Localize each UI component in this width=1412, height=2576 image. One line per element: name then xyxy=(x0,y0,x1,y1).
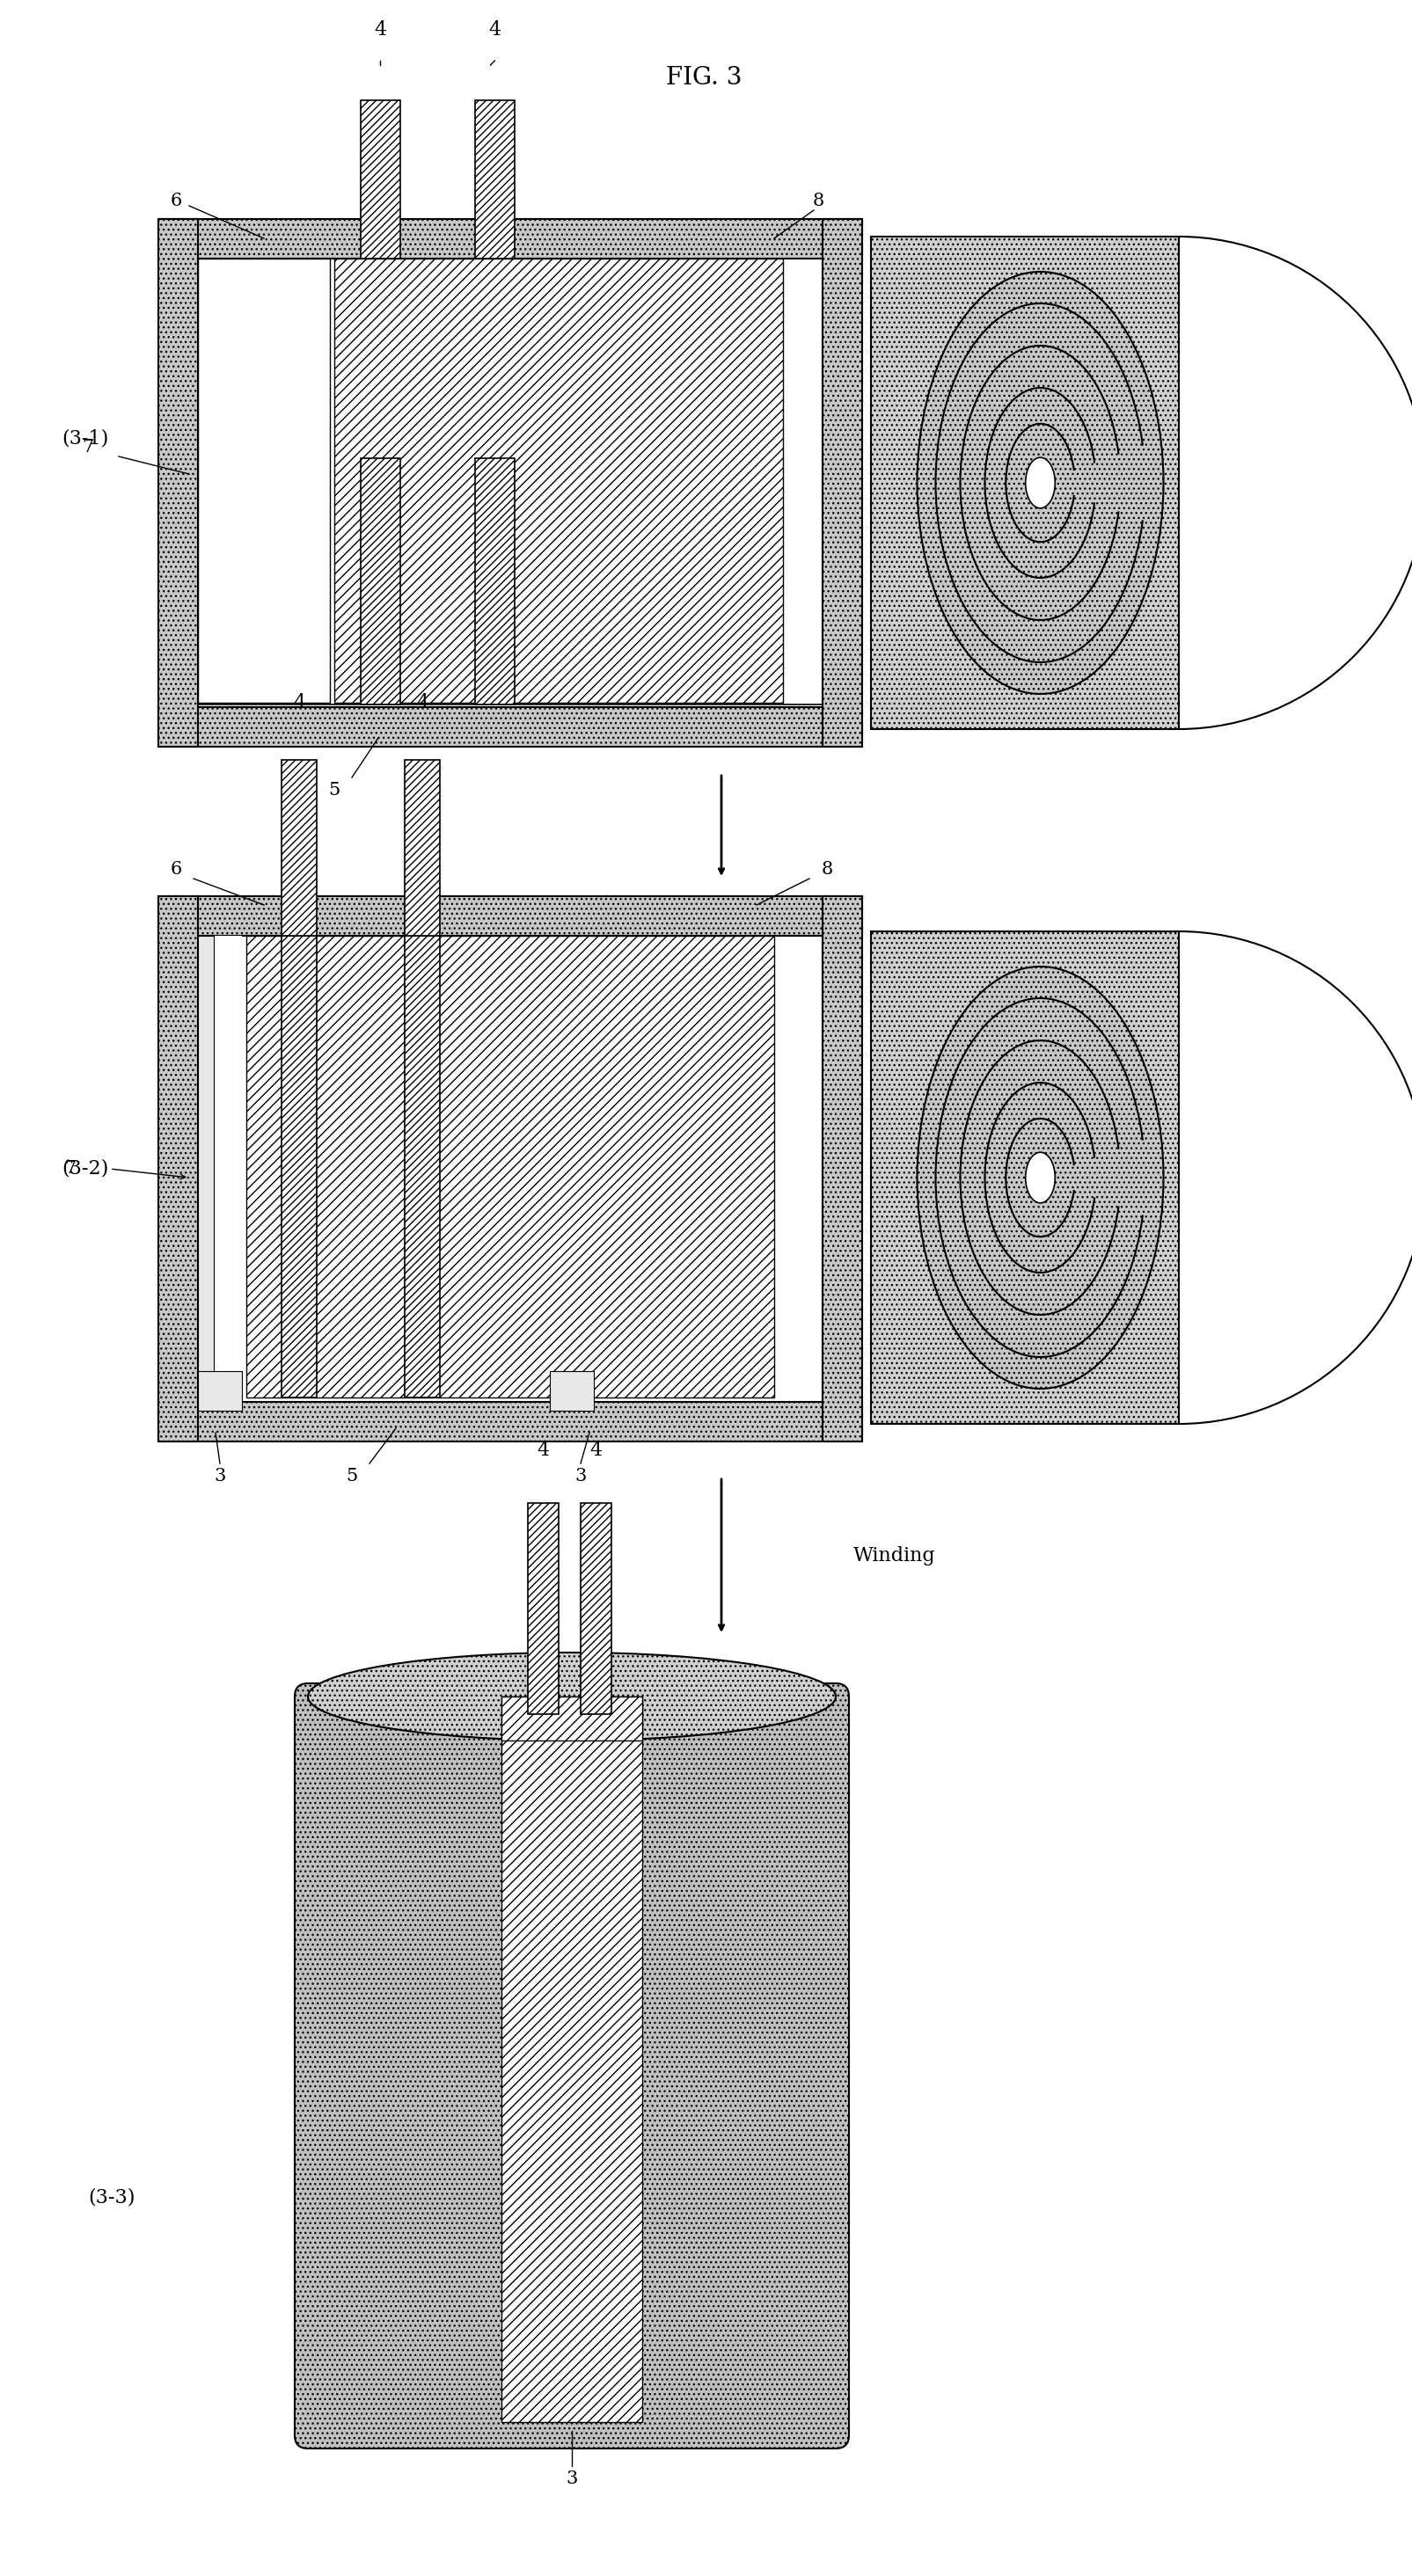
Text: 8: 8 xyxy=(812,193,825,209)
Text: 4: 4 xyxy=(292,693,305,714)
Text: 3: 3 xyxy=(575,1468,586,1484)
Text: (3-1): (3-1) xyxy=(62,430,109,448)
Ellipse shape xyxy=(1025,1151,1055,1203)
Text: 5: 5 xyxy=(329,783,340,799)
Bar xyxy=(158,896,863,935)
Text: 6: 6 xyxy=(169,193,182,209)
Text: 7: 7 xyxy=(82,440,93,456)
Bar xyxy=(198,1370,241,1412)
FancyBboxPatch shape xyxy=(295,1682,849,2447)
Bar xyxy=(158,706,863,747)
Bar xyxy=(528,1502,559,1713)
Text: 7: 7 xyxy=(65,1159,76,1177)
Bar xyxy=(871,933,1179,1425)
Bar xyxy=(501,1698,642,1741)
Bar xyxy=(549,1370,594,1412)
Bar xyxy=(198,258,330,703)
Bar xyxy=(360,100,400,258)
Text: 4: 4 xyxy=(417,693,428,714)
Ellipse shape xyxy=(918,270,1163,693)
Text: (3-2): (3-2) xyxy=(62,1159,109,1177)
Bar xyxy=(281,760,316,935)
Text: 8: 8 xyxy=(822,860,833,878)
Bar xyxy=(158,896,198,1443)
Bar xyxy=(474,459,514,703)
Bar xyxy=(281,935,316,1399)
Text: 4: 4 xyxy=(590,1440,603,1461)
Bar xyxy=(335,258,784,703)
Ellipse shape xyxy=(308,1654,836,1741)
Bar xyxy=(198,935,213,1399)
Bar xyxy=(158,219,863,258)
Bar xyxy=(158,219,198,747)
Text: 4: 4 xyxy=(537,1440,549,1461)
Ellipse shape xyxy=(918,966,1163,1388)
Text: 5: 5 xyxy=(346,1468,357,1484)
Bar xyxy=(198,935,241,1399)
Bar xyxy=(871,237,1179,729)
Bar xyxy=(823,219,863,747)
Bar xyxy=(580,1502,611,1713)
Bar xyxy=(246,935,774,1399)
Bar xyxy=(405,935,441,1399)
Bar xyxy=(405,760,441,935)
Text: 3: 3 xyxy=(215,1468,226,1484)
Text: FIG. 3: FIG. 3 xyxy=(666,67,741,90)
Text: 4: 4 xyxy=(374,21,387,39)
Text: 4: 4 xyxy=(489,21,501,39)
Bar xyxy=(360,459,400,703)
Bar xyxy=(158,1401,863,1443)
Text: 6: 6 xyxy=(169,860,182,878)
Ellipse shape xyxy=(1025,459,1055,507)
Text: 3: 3 xyxy=(566,2470,578,2488)
Bar xyxy=(823,896,863,1443)
Bar xyxy=(501,1698,642,2421)
Bar xyxy=(474,100,514,258)
Text: Winding: Winding xyxy=(853,1546,936,1566)
Text: (3-3): (3-3) xyxy=(88,2187,136,2208)
